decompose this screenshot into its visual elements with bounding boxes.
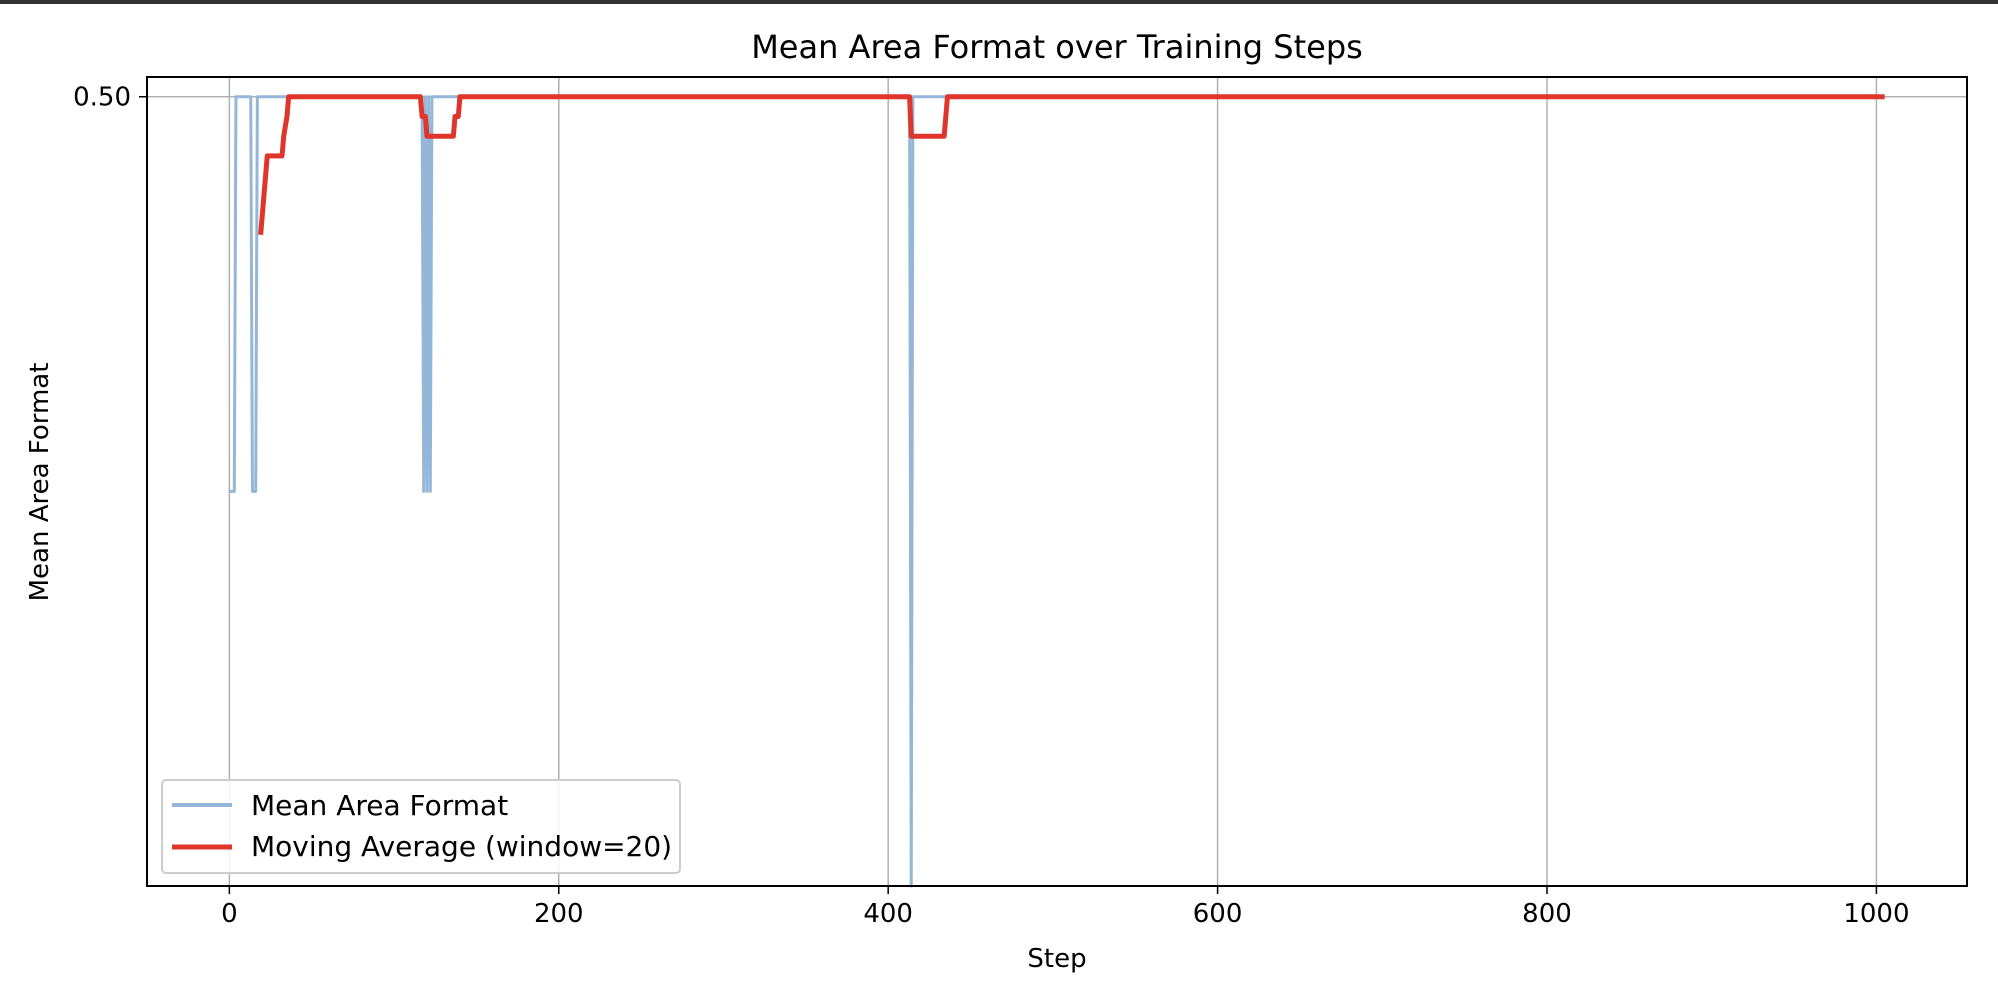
grid-lines <box>147 77 1967 886</box>
axis-ticks: 0 200 400 600 800 1000 0.50 <box>73 83 1909 929</box>
series-line-moving-average <box>258 94 1885 236</box>
legend-box <box>161 779 681 874</box>
x-tick-label: 0 <box>221 899 238 929</box>
window-top-border <box>0 0 1998 4</box>
x-tick-label: 800 <box>1522 899 1572 929</box>
legend-label-moving-average: Moving Average (window=20) <box>251 830 672 863</box>
y-axis-label: Mean Area Format <box>25 363 55 602</box>
series-line-mean-area-format <box>229 95 1885 888</box>
y-tick-label: 0.50 <box>73 83 131 113</box>
x-axis-label: Step <box>1027 944 1086 974</box>
x-tick-label: 400 <box>863 899 913 929</box>
x-tick-label: 200 <box>534 899 584 929</box>
series-lines <box>229 94 1885 888</box>
x-tick-label: 600 <box>1193 899 1243 929</box>
plot-area-frame <box>146 76 1968 887</box>
x-tick-label: 1000 <box>1843 899 1909 929</box>
chart-title: Mean Area Format over Training Steps <box>751 28 1363 66</box>
legend-label-mean-area-format: Mean Area Format <box>251 789 508 822</box>
legend: Mean Area Format Moving Average (window=… <box>161 779 681 874</box>
